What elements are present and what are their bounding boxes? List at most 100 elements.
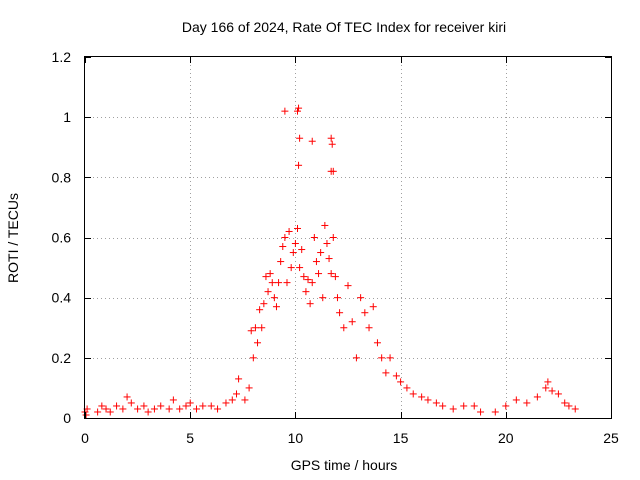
data-point — [432, 399, 440, 407]
data-point — [512, 396, 520, 404]
data-point — [523, 399, 531, 407]
y-tick-label: 1 — [63, 109, 71, 125]
data-point — [281, 234, 289, 241]
data-point — [329, 167, 337, 175]
data-point — [298, 246, 306, 254]
y-tick-label: 0.6 — [52, 230, 72, 246]
x-tick-label: 0 — [81, 430, 89, 446]
y-axis-label: ROTI / TECUs — [5, 193, 21, 283]
data-point — [310, 234, 318, 241]
data-point — [397, 378, 405, 386]
data-point — [357, 294, 365, 302]
data-point — [352, 354, 360, 362]
data-point — [418, 393, 426, 401]
x-tick-label: 25 — [603, 430, 619, 446]
data-point — [245, 384, 253, 392]
data-point — [296, 134, 304, 142]
x-tick-label: 10 — [288, 430, 304, 446]
data-point — [264, 288, 272, 296]
grid — [85, 57, 611, 418]
data-point — [285, 227, 293, 235]
data-point — [127, 399, 135, 407]
data-point — [344, 282, 352, 290]
data-point — [270, 294, 278, 302]
data-point — [542, 384, 550, 392]
data-point — [291, 240, 299, 248]
data-point — [304, 276, 312, 284]
data-point — [449, 405, 457, 413]
data-point — [165, 405, 173, 413]
data-point — [249, 354, 257, 362]
data-point — [258, 324, 266, 332]
data-point — [378, 354, 386, 362]
data-point — [123, 393, 131, 401]
data-point — [336, 309, 344, 317]
data-point — [268, 279, 276, 287]
data-point — [325, 255, 333, 263]
data-point — [312, 258, 320, 266]
data-point — [235, 375, 243, 383]
data-point — [262, 273, 270, 281]
y-tick-label: 0 — [63, 410, 71, 426]
data-point — [373, 339, 381, 347]
data-point — [340, 324, 348, 332]
data-point — [308, 279, 316, 287]
data-point — [289, 249, 297, 257]
data-point — [140, 402, 148, 410]
data-point — [470, 402, 478, 410]
data-point — [281, 107, 289, 115]
data-point — [176, 405, 184, 413]
data-point — [424, 396, 432, 404]
data-point — [327, 134, 335, 142]
data-point — [254, 339, 262, 347]
y-tick-label: 0.2 — [52, 350, 72, 366]
data-point — [222, 399, 230, 407]
data-points — [81, 104, 579, 419]
data-point — [186, 399, 194, 407]
x-axis-label: GPS time / hours — [291, 457, 398, 473]
data-point — [150, 405, 158, 413]
data-point — [272, 303, 280, 311]
data-point — [279, 243, 287, 251]
chart-title: Day 166 of 2024, Rate Of TEC Index for r… — [182, 19, 506, 35]
data-point — [294, 224, 302, 232]
data-point — [241, 396, 249, 404]
data-point — [113, 402, 121, 410]
data-point — [296, 264, 304, 272]
data-point — [214, 405, 222, 413]
data-point — [491, 408, 499, 416]
data-point — [295, 104, 303, 112]
data-point — [565, 402, 573, 410]
data-point — [392, 372, 400, 380]
data-point — [329, 234, 337, 241]
data-point — [98, 402, 106, 410]
x-tick-label: 5 — [186, 430, 194, 446]
data-point — [548, 387, 556, 395]
data-point — [106, 408, 114, 416]
data-point — [365, 324, 373, 332]
y-tick-label: 1.2 — [52, 49, 72, 65]
data-point — [348, 318, 356, 326]
data-point — [317, 249, 325, 257]
data-point — [328, 140, 336, 148]
data-point — [369, 303, 377, 311]
data-point — [266, 270, 274, 278]
data-point — [287, 264, 295, 272]
data-point — [308, 137, 316, 145]
data-point — [294, 107, 302, 115]
data-point — [300, 273, 308, 281]
data-point — [228, 396, 236, 404]
data-point — [321, 221, 329, 229]
data-point — [554, 390, 562, 398]
data-point — [302, 288, 310, 296]
data-point — [232, 390, 240, 398]
x-tick-label: 20 — [498, 430, 514, 446]
data-point — [403, 384, 411, 392]
data-point — [386, 354, 394, 362]
plot-frame — [84, 56, 612, 419]
data-point — [182, 402, 190, 410]
data-point — [460, 402, 468, 410]
data-point — [315, 270, 323, 278]
data-point — [533, 393, 541, 401]
